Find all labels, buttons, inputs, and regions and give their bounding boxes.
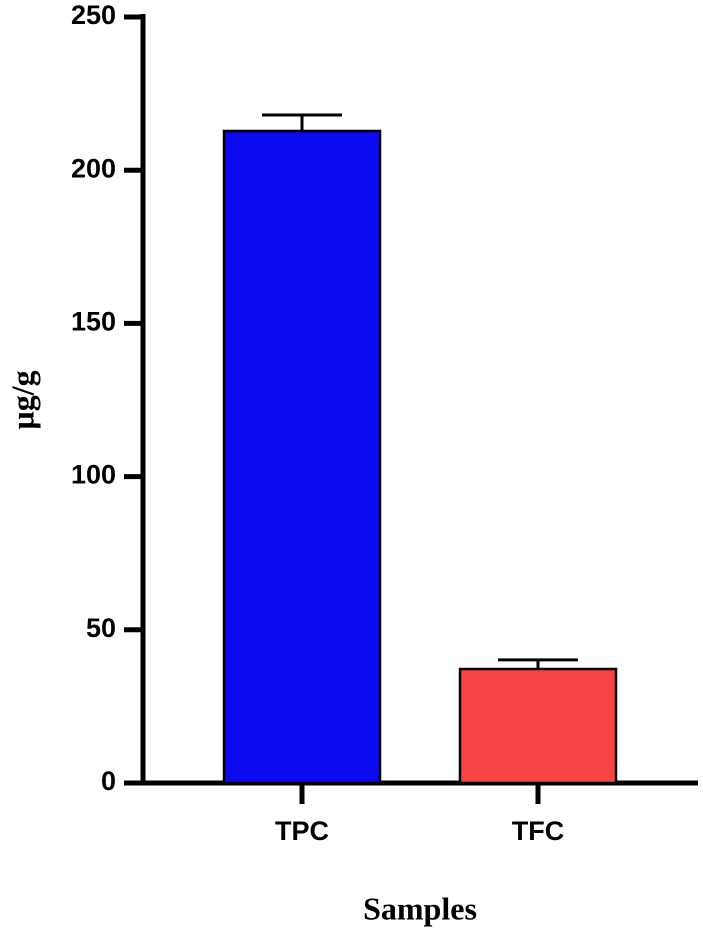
y-tick-label: 100: [71, 460, 116, 490]
y-tick-label: 200: [71, 153, 116, 183]
x-tick-label: TFC: [512, 816, 564, 846]
y-tick-label: 50: [86, 613, 116, 643]
bar: [458, 667, 618, 785]
y-axis-label: µg/g: [4, 370, 40, 429]
x-axis-label: Samples: [363, 890, 477, 926]
y-tick-label: 0: [101, 766, 116, 796]
y-tick-label: 250: [71, 0, 116, 30]
bar: [222, 129, 382, 785]
x-tick-label: TPC: [275, 816, 329, 846]
y-tick-label: 150: [71, 307, 116, 337]
